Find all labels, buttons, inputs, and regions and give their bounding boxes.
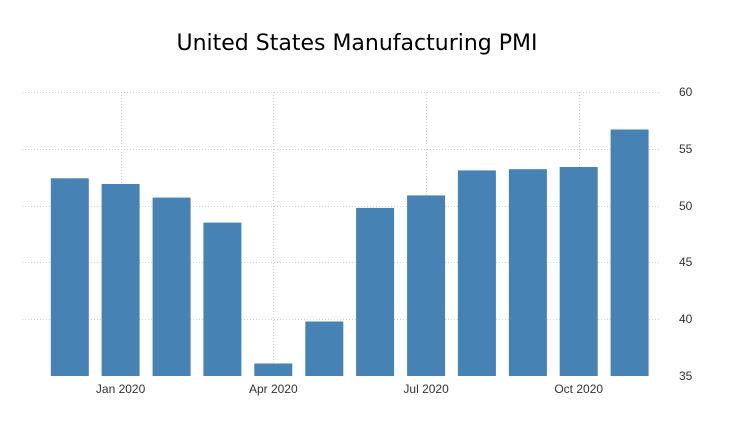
y-tick-label-35: 35 [679,369,693,383]
y-axis: 35 40 45 50 55 60 [679,85,693,383]
x-tick-label-oct-2020: Oct 2020 [554,382,603,396]
bars [50,129,649,376]
y-tick-label-40: 40 [679,312,693,326]
bar-dec-2019 [50,178,89,376]
y-tick-label-50: 50 [679,199,693,213]
bar-feb-2020 [152,197,191,376]
y-tick-label-55: 55 [679,142,693,156]
bar-jun-2020 [356,207,395,376]
bar-mar-2020 [203,222,242,376]
bar-jan-2020 [101,184,140,376]
x-tick-label-jan-2020: Jan 2020 [96,382,146,396]
chart-title: United States Manufacturing PMI [176,31,537,56]
x-tick-label-apr-2020: Apr 2020 [249,382,298,396]
bar-aug-2020 [457,170,496,376]
x-tick-label-jul-2020: Jul 2020 [403,382,449,396]
bar-nov-2020 [610,129,649,376]
bar-sep-2020 [508,169,547,376]
bar-apr-2020 [254,363,293,376]
bar-may-2020 [305,321,344,376]
y-tick-label-60: 60 [679,85,693,99]
bar-oct-2020 [559,167,598,376]
x-axis: Jan 2020 Apr 2020 Jul 2020 Oct 2020 [96,382,603,396]
y-tick-label-45: 45 [679,255,693,269]
bar-jul-2020 [407,195,446,376]
